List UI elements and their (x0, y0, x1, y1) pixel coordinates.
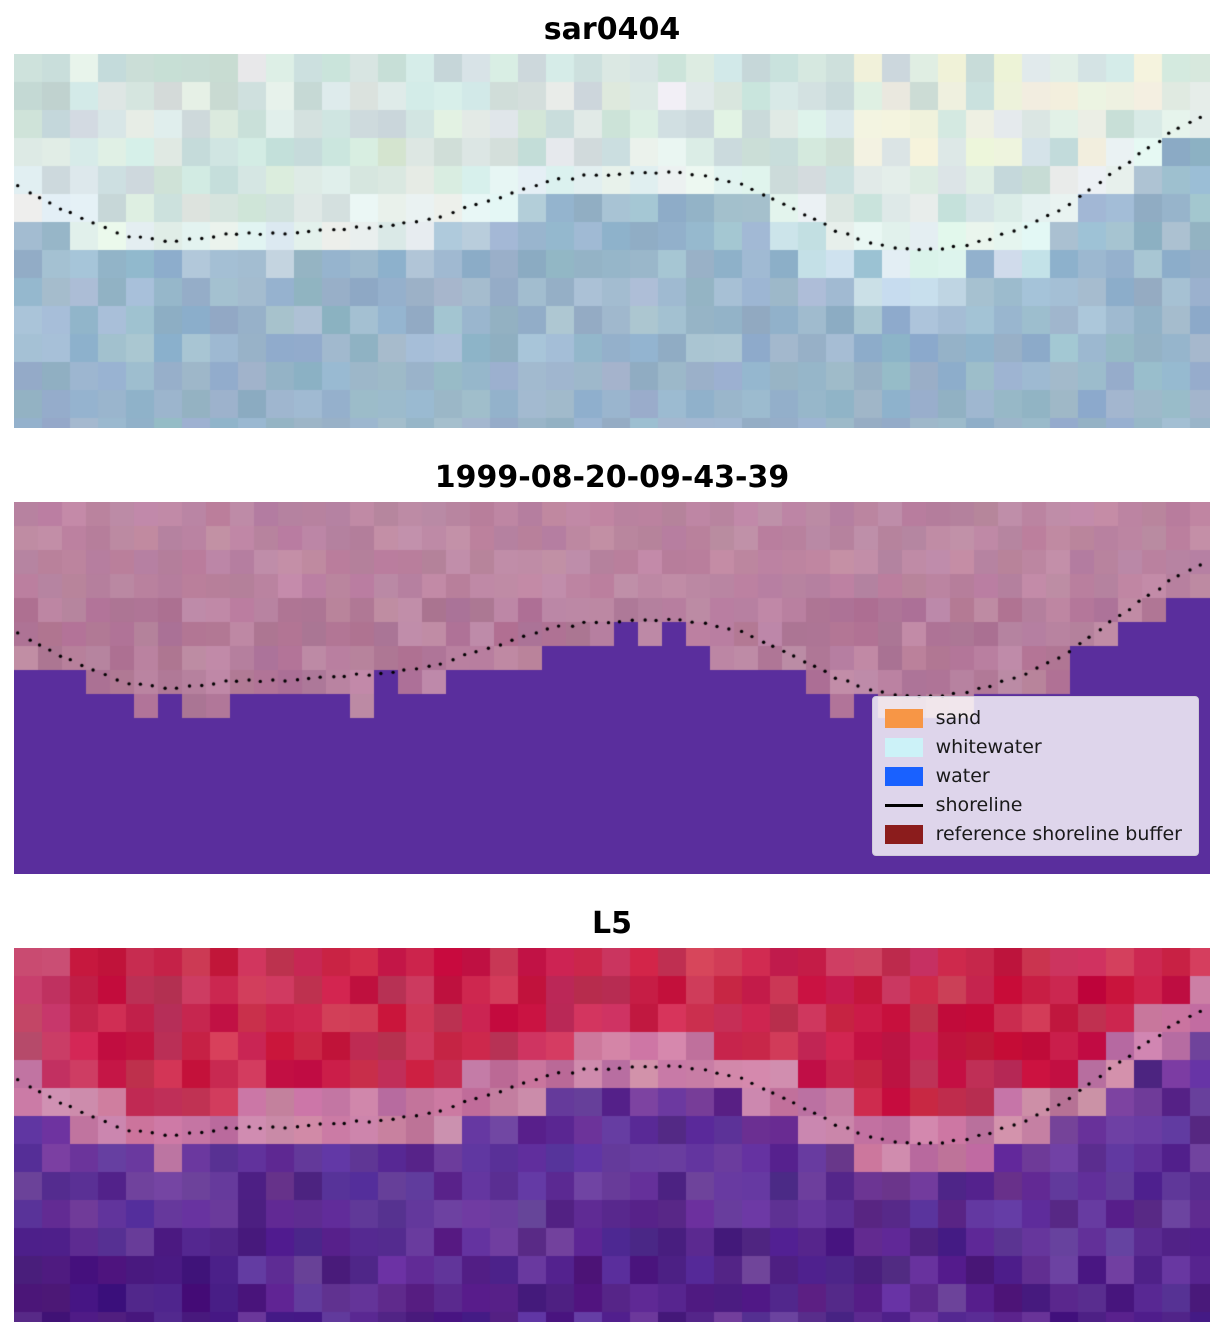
l5-image-canvas (14, 948, 1210, 1322)
legend-swatch-shoreline (884, 796, 923, 815)
legend-label: water (935, 765, 990, 787)
legend-swatch-sand (884, 708, 923, 728)
legend-label: sand (935, 707, 982, 729)
panel-sar0404: sar0404 (0, 12, 1224, 428)
legend-item: whitewater (884, 736, 1182, 758)
panel-title-l5: L5 (592, 906, 632, 941)
classified-canvas-wrap: sand whitewater water shoreline reference sh… (14, 502, 1210, 874)
legend: sand whitewater water shoreline reference sh… (871, 696, 1199, 856)
legend-item: shoreline (884, 794, 1182, 816)
panel-title-sar0404: sar0404 (543, 12, 681, 47)
legend-label: reference shoreline buffer (935, 823, 1182, 845)
sar0404-image-canvas (14, 54, 1210, 428)
legend-label: whitewater (935, 736, 1042, 758)
legend-swatch-water (884, 766, 923, 786)
legend-line-swatch-bar (884, 803, 923, 807)
legend-item: reference shoreline buffer (884, 823, 1182, 845)
legend-item: water (884, 765, 1182, 787)
panel-l5: L5 (0, 906, 1224, 1322)
legend-label: shoreline (935, 794, 1023, 816)
legend-item: sand (884, 707, 1182, 729)
panel-title-classified: 1999-08-20-09-43-39 (434, 460, 790, 495)
legend-swatch-whitewater (884, 737, 923, 757)
legend-swatch-reference-shoreline-buffer (884, 824, 923, 844)
panel-classified: 1999-08-20-09-43-39 sand whitewater water s… (0, 460, 1224, 874)
